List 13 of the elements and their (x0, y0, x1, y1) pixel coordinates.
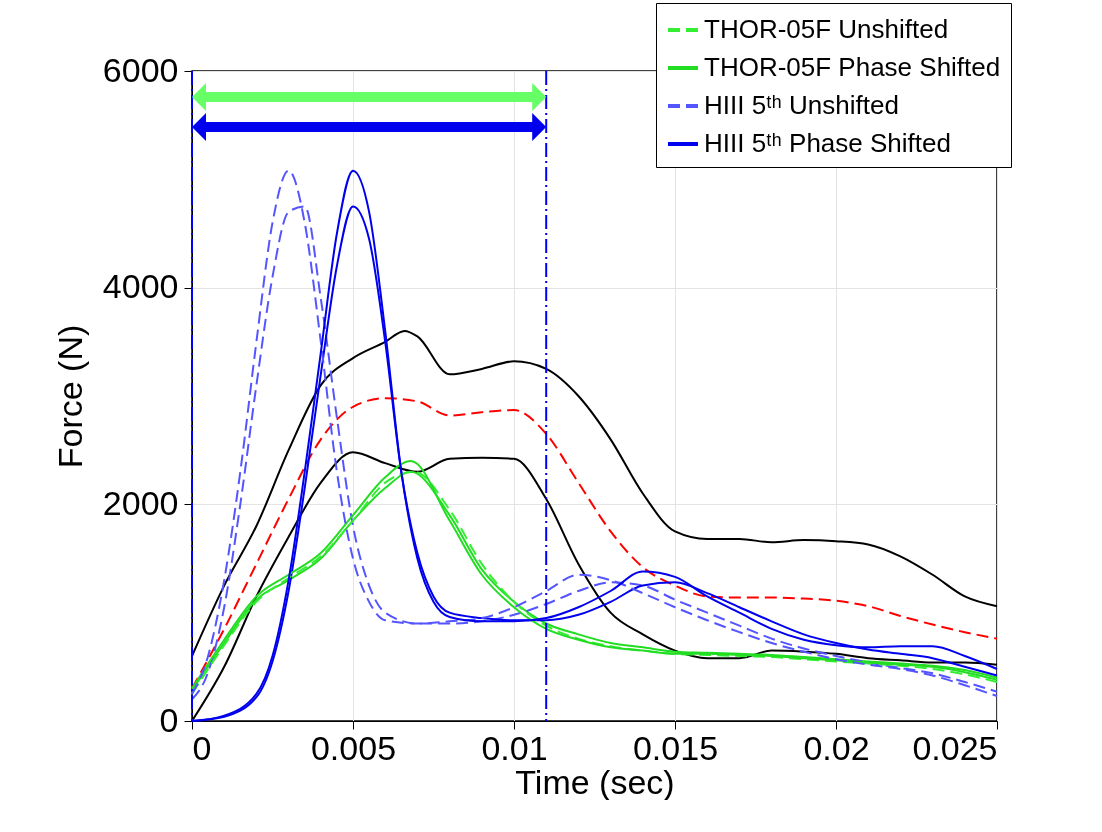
y-tick-label: 2000 (102, 483, 179, 522)
y-axis-title: Force (N) (50, 324, 89, 469)
y-tick-label: 0 (159, 700, 179, 739)
x-tick-label: 0.02 (803, 728, 870, 767)
x-tick-label: 0.005 (310, 728, 397, 767)
legend-label: THOR-05F Phase Shifted (704, 52, 1001, 82)
x-tick-label: 0 (192, 728, 212, 767)
legend-label: THOR-05F Unshifted (704, 14, 949, 44)
y-tick-label: 6000 (102, 50, 179, 89)
y-tick-label: 4000 (102, 267, 179, 306)
legend-label: HIII 5ᵗʰ Phase Shifted (704, 128, 951, 158)
legend-label: HIII 5ᵗʰ Unshifted (704, 90, 899, 120)
x-tick-label: 0.025 (912, 728, 998, 767)
